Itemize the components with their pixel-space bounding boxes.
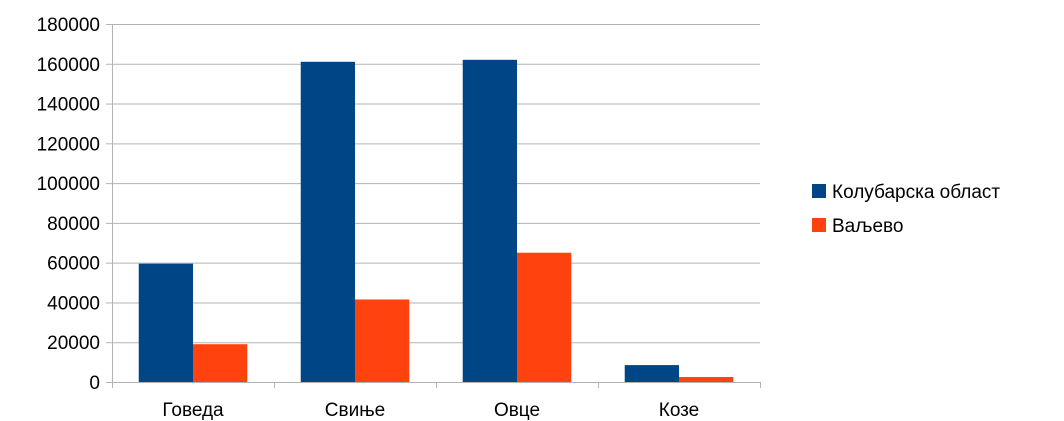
gridlines [112, 24, 760, 383]
legend: Колубарска област Ваљево [812, 182, 1000, 237]
y-tick-label: 120000 [37, 134, 100, 155]
y-tick-label: 180000 [37, 15, 100, 36]
y-tick-label: 80000 [47, 214, 100, 235]
y-tick-label: 140000 [37, 95, 100, 116]
y-tick-label: 160000 [37, 55, 100, 76]
legend-label: Ваљево [832, 216, 903, 237]
x-tick-label: Овце [494, 400, 540, 421]
y-axis-tick-labels: 0 20000 40000 60000 80000 100000 120000 140000 1… [37, 15, 100, 394]
bar-series-2-3 [679, 377, 734, 382]
axes [106, 24, 761, 388]
bar-series-2-2 [517, 252, 572, 382]
bar-series-1-0 [138, 263, 193, 382]
bar-series-1-3 [624, 365, 679, 382]
bar-series-2-0 [193, 344, 248, 382]
bars [138, 59, 734, 383]
x-tick-label: Свиње [325, 400, 385, 421]
y-tick-label: 60000 [47, 254, 100, 275]
y-tick-label: 100000 [37, 174, 100, 195]
y-tick-label: 0 [89, 373, 100, 394]
y-tick-label: 20000 [47, 333, 100, 354]
bar-series-1-1 [300, 61, 355, 383]
x-tick-label: Козе [659, 400, 700, 421]
legend-swatch [812, 184, 826, 198]
bar-series-2-1 [355, 299, 410, 382]
legend-label: Колубарска област [832, 182, 1000, 203]
bar-series-1-2 [462, 59, 517, 383]
y-tick-label: 40000 [47, 293, 100, 314]
legend-swatch [812, 218, 826, 232]
x-tick-label: Говеда [162, 400, 224, 421]
x-axis-tick-labels: Говеда Свиње Овце Козе [162, 400, 699, 421]
